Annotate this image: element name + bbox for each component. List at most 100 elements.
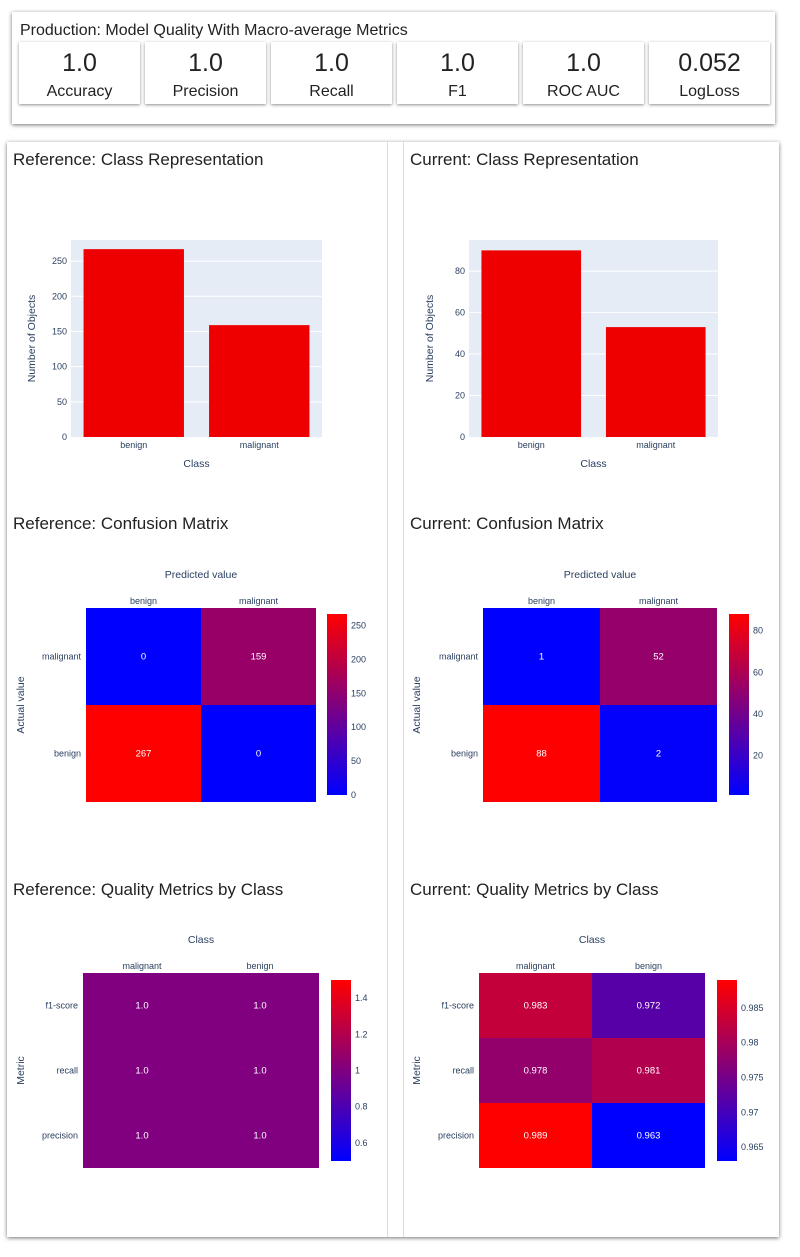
x-tick-label: malignant — [239, 596, 279, 606]
y-tick-label: precision — [42, 1131, 78, 1141]
heatmap-cell — [592, 1103, 705, 1168]
cur-qm-title: Current: Quality Metrics by Class — [410, 880, 659, 899]
colorbar-tick-label: 40 — [753, 709, 763, 719]
colorbar-tick-label: 80 — [753, 626, 763, 636]
heatmap-cell — [592, 1038, 705, 1103]
y-axis-title: Actual value — [411, 676, 423, 733]
y-axis-title: Metric — [15, 1056, 27, 1085]
y-tick-label: 40 — [455, 349, 465, 359]
colorbar — [717, 980, 737, 1161]
colorbar-tick-label: 0.97 — [741, 1107, 759, 1117]
bar-malignant — [209, 325, 310, 437]
y-tick-label: malignant — [439, 652, 479, 662]
y-tick-label: benign — [54, 749, 81, 759]
heatmap-cell — [483, 608, 600, 705]
metric-logloss: 0.052 LogLoss — [649, 42, 770, 104]
heatmap-cell — [483, 705, 600, 802]
metric-label: LogLoss — [679, 83, 740, 100]
x-tick-label: malignant — [122, 961, 162, 971]
y-tick-label: benign — [451, 749, 478, 759]
y-tick-label: 50 — [57, 397, 67, 407]
colorbar-tick-label: 1 — [355, 1066, 360, 1076]
cell-value-label: 88 — [536, 749, 547, 760]
colorbar-tick-label: 0.6 — [355, 1138, 368, 1148]
heatmap-cell — [479, 1103, 592, 1168]
y-tick-label: recall — [56, 1066, 78, 1076]
metric-value: 1.0 — [62, 49, 97, 77]
colorbar-tick-label: 0.98 — [741, 1038, 759, 1048]
metric-value: 1.0 — [566, 49, 601, 77]
panel-divider — [403, 142, 404, 1237]
heatmap-cell — [83, 1103, 201, 1168]
metric-label: ROC AUC — [547, 83, 620, 100]
x-tick-label: malignant — [636, 440, 676, 450]
heatmap-cell — [201, 1103, 319, 1168]
y-tick-label: precision — [438, 1131, 474, 1141]
y-tick-label: 60 — [455, 308, 465, 318]
metric-label: Precision — [172, 83, 239, 100]
ref-cm-title: Reference: Confusion Matrix — [13, 514, 229, 533]
model-quality-card: Production: Model Quality With Macro-ave… — [12, 12, 775, 124]
metric-roc-auc: 1.0 ROC AUC — [523, 42, 644, 104]
heatmap-cell — [600, 608, 717, 705]
cell-value-label: 1.0 — [253, 1066, 266, 1077]
heatmap-cell — [83, 973, 201, 1038]
x-tick-label: malignant — [516, 961, 556, 971]
colorbar-tick-label: 0.975 — [741, 1072, 764, 1082]
cell-value-label: 0.983 — [524, 1001, 548, 1012]
cell-value-label: 267 — [136, 749, 152, 760]
cell-value-label: 0 — [141, 652, 146, 663]
heatmap-cell — [600, 705, 717, 802]
cell-value-label: 2 — [656, 749, 661, 760]
heatmap-cell — [479, 1038, 592, 1103]
heatmap-cell — [83, 1038, 201, 1103]
panel-divider — [387, 142, 388, 1237]
y-tick-label: 150 — [52, 326, 67, 336]
bar-benign — [83, 249, 184, 437]
metric-value: 1.0 — [314, 49, 349, 77]
y-tick-label: f1-score — [45, 1001, 78, 1011]
cur-class-title: Current: Class Representation — [410, 150, 639, 169]
y-tick-label: 20 — [455, 391, 465, 401]
x-tick-label: benign — [518, 440, 545, 450]
heatmap-cell — [479, 973, 592, 1038]
x-axis-title: Class — [188, 934, 214, 946]
colorbar-tick-label: 20 — [753, 750, 763, 760]
colorbar — [331, 980, 351, 1161]
x-axis-title: Class — [579, 934, 605, 946]
y-axis-title: Number of Objects — [26, 295, 38, 383]
metrics-row: 1.0 Accuracy 1.0 Precision 1.0 Recall 1.… — [19, 42, 770, 104]
x-tick-label: malignant — [639, 596, 679, 606]
colorbar-tick-label: 1.2 — [355, 1029, 368, 1039]
heatmap-cell — [201, 705, 316, 802]
y-tick-label: 0 — [62, 432, 67, 442]
metric-value: 0.052 — [678, 49, 741, 77]
metric-recall: 1.0 Recall — [271, 42, 392, 104]
x-axis-title: Class — [580, 458, 606, 470]
cell-value-label: 1.0 — [253, 1131, 266, 1142]
x-tick-label: benign — [635, 961, 662, 971]
y-tick-label: 200 — [52, 291, 67, 301]
x-tick-label: benign — [130, 596, 157, 606]
colorbar-tick-label: 0.8 — [355, 1102, 368, 1112]
cell-value-label: 0.972 — [637, 1001, 661, 1012]
y-tick-label: f1-score — [441, 1001, 474, 1011]
cell-value-label: 52 — [653, 652, 664, 663]
x-tick-label: malignant — [240, 440, 280, 450]
y-axis-title: Metric — [411, 1056, 423, 1085]
y-axis-title: Number of Objects — [424, 295, 436, 383]
heatmap-cell — [86, 705, 201, 802]
colorbar-tick-label: 250 — [351, 621, 366, 631]
heatmap-cell — [201, 973, 319, 1038]
cell-value-label: 1.0 — [135, 1001, 148, 1012]
cell-value-label: 0 — [256, 749, 261, 760]
y-tick-label: 0 — [460, 432, 465, 442]
heatmap-cell — [201, 1038, 319, 1103]
y-tick-label: 80 — [455, 266, 465, 276]
y-tick-label: malignant — [42, 652, 82, 662]
metric-label: Accuracy — [46, 83, 113, 100]
x-axis-title: Class — [183, 458, 209, 470]
cell-value-label: 0.963 — [637, 1131, 661, 1142]
x-axis-title: Predicted value — [165, 569, 238, 581]
